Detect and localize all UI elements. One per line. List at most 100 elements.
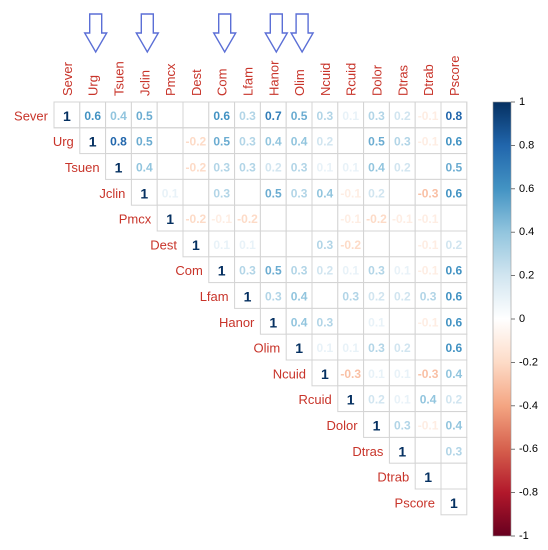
matrix-cell (156, 127, 184, 155)
cell-value: 1 (244, 289, 252, 305)
cell-value: 0.1 (342, 341, 359, 355)
cell-value: 1 (192, 237, 200, 253)
row-label: Jclin (99, 186, 125, 201)
cell-value: 0.1 (342, 264, 359, 278)
matrix-cell (285, 333, 313, 361)
matrix-cell (388, 230, 416, 258)
column-label: Jclin (137, 70, 152, 96)
matrix-cell (234, 101, 261, 129)
matrix-cell (388, 359, 416, 387)
cell-value: 0.4 (446, 367, 463, 381)
cell-value: 0.8 (110, 135, 127, 149)
matrix-cell (414, 333, 442, 361)
matrix-cell (311, 307, 339, 335)
cell-value: -0.1 (418, 419, 439, 433)
cell-value: -0.3 (418, 367, 439, 381)
matrix-cell (311, 256, 339, 284)
cell-value: 0.6 (446, 290, 463, 304)
column-label: Sever (60, 61, 75, 96)
matrix-cell (414, 256, 442, 284)
cell-value: -0.1 (392, 212, 413, 226)
cell-value: -0.2 (237, 212, 258, 226)
cell-value: 0.5 (368, 135, 385, 149)
row-label: Tsuen (65, 160, 100, 175)
row-label: Urg (53, 134, 74, 149)
cell-value: 1 (140, 185, 148, 201)
cell-value: 0.4 (265, 135, 282, 149)
matrix-cell (285, 256, 313, 284)
cell-value: 0.1 (317, 341, 334, 355)
column-label: Rcuid (344, 63, 359, 96)
colorbar-tick-label: 1 (519, 96, 525, 108)
row-label: Pmcx (119, 212, 152, 227)
matrix-cell (440, 256, 468, 284)
cell-value: 0.3 (239, 264, 256, 278)
cell-value: 0.3 (213, 161, 230, 175)
cell-value: 0.3 (213, 186, 230, 200)
cell-value: -0.3 (418, 186, 439, 200)
cell-value: -0.1 (418, 315, 439, 329)
colorbar-tick-label: 0.6 (519, 183, 534, 195)
cell-value: 0.4 (368, 161, 385, 175)
colorbar-tick-label: 0.4 (519, 226, 534, 238)
matrix-cell (130, 178, 158, 206)
down-arrow-icon (212, 13, 237, 54)
matrix-cell (259, 230, 287, 258)
matrix-cell (414, 436, 442, 464)
matrix-cell (440, 127, 468, 155)
row-label: Olim (253, 341, 280, 356)
cell-value: 0.5 (291, 109, 308, 123)
cell-value: 0.5 (136, 135, 153, 149)
matrix-cell (414, 282, 442, 309)
matrix-cell (156, 101, 184, 129)
matrix-cell (311, 204, 339, 232)
cell-value: 0.1 (394, 264, 411, 278)
matrix-cell (259, 256, 287, 284)
cell-value: -0.1 (211, 212, 232, 226)
cell-value: 0.4 (317, 186, 334, 200)
cell-value: 0.1 (394, 367, 411, 381)
cell-value: 0.1 (317, 161, 334, 175)
cell-value: 0.6 (446, 341, 463, 355)
matrix-cell (285, 204, 313, 232)
matrix-cell (337, 204, 365, 232)
matrix-cell (156, 204, 184, 232)
cell-value: 0.1 (342, 109, 359, 123)
matrix-cell (414, 153, 442, 180)
column-label: Ncuid (318, 63, 333, 96)
cell-value: 1 (398, 443, 406, 459)
cell-value: 0.3 (291, 161, 308, 175)
matrix-cell (363, 359, 390, 387)
cell-value: 0.7 (265, 109, 282, 123)
column-label: Pscore (447, 56, 462, 96)
row-label: Lfam (200, 289, 229, 304)
column-label: Olim (292, 69, 307, 96)
matrix-cell (388, 385, 416, 413)
cell-value: -0.1 (418, 264, 439, 278)
column-label: Dest (189, 69, 204, 96)
cell-value: 0.1 (342, 161, 359, 175)
matrix-cell (234, 178, 261, 206)
matrix-cell (337, 101, 365, 129)
matrix-cell (337, 307, 365, 335)
cell-value: 1 (63, 108, 71, 124)
column-label: Com (215, 69, 230, 96)
cell-value: 0.2 (368, 186, 385, 200)
down-arrow-icon (83, 13, 108, 54)
column-label: Dolor (370, 64, 385, 96)
cell-value: 0.2 (317, 264, 334, 278)
matrix-cell (440, 359, 468, 387)
down-arrow-icon (264, 13, 289, 54)
cell-value: 0.3 (317, 109, 334, 123)
colorbar-tick-label: -0.6 (519, 443, 538, 455)
cell-value: 0.1 (213, 238, 230, 252)
cell-value: 0.3 (317, 315, 334, 329)
column-label: Dtras (395, 64, 410, 96)
matrix-cell (363, 230, 390, 258)
matrix-cell (337, 333, 365, 361)
column-label: Dtrab (421, 64, 436, 96)
matrix-cell (208, 230, 236, 258)
matrix-cell (182, 178, 210, 206)
matrix-cell (440, 178, 468, 206)
column-label: Pmcx (163, 63, 178, 96)
